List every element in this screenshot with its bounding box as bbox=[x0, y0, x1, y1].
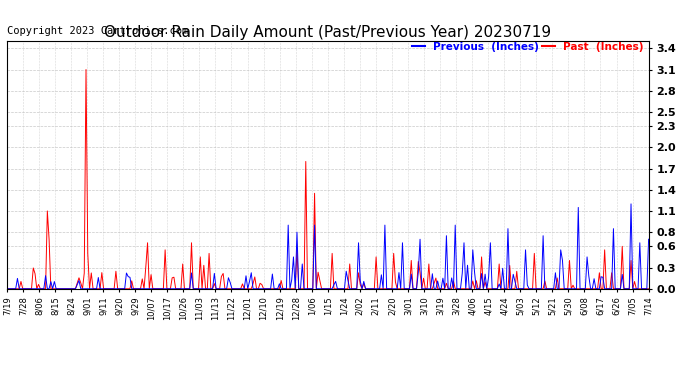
Title: Outdoor Rain Daily Amount (Past/Previous Year) 20230719: Outdoor Rain Daily Amount (Past/Previous… bbox=[104, 25, 551, 40]
Legend: Previous  (Inches), Past  (Inches): Previous (Inches), Past (Inches) bbox=[412, 42, 643, 51]
Text: Copyright 2023 Cartronics.com: Copyright 2023 Cartronics.com bbox=[7, 26, 188, 36]
